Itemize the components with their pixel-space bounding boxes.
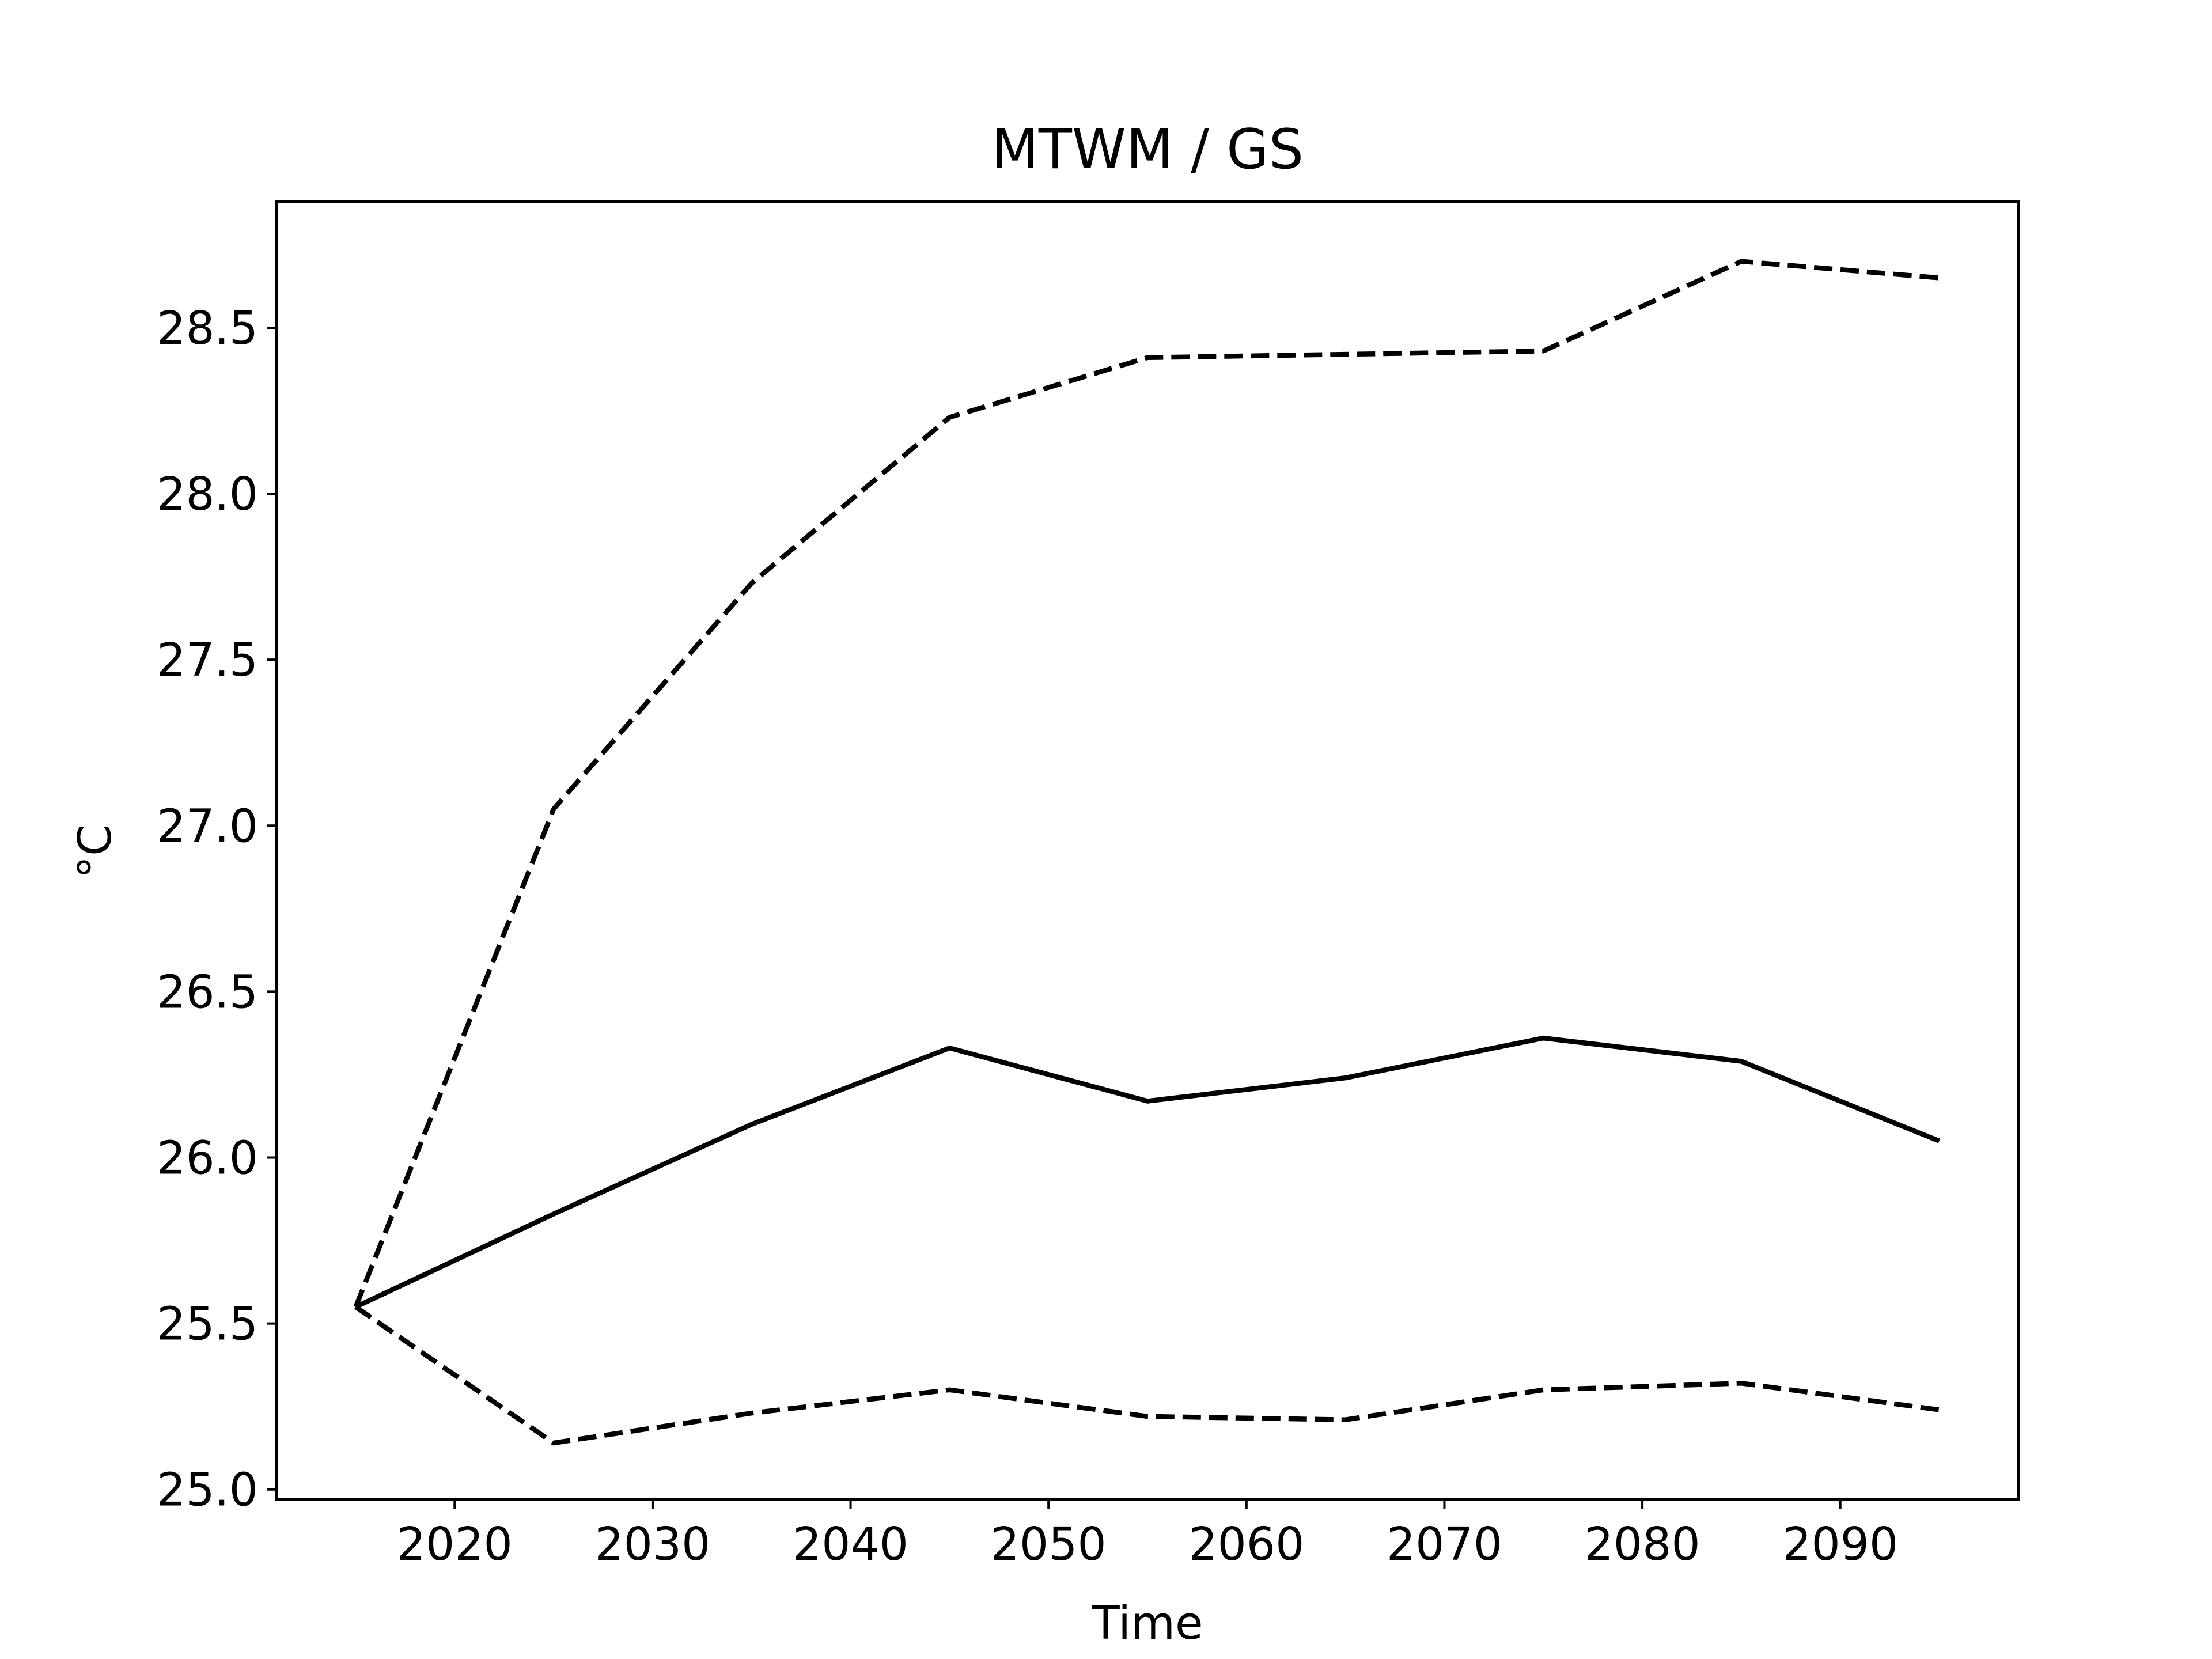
x-tick-label: 2030 (594, 1518, 710, 1571)
y-tick-label: 28.5 (157, 302, 258, 355)
y-tick-label: 26.5 (157, 965, 258, 1018)
x-tick-label: 2080 (1585, 1518, 1700, 1571)
chart-title: MTWM / GS (991, 118, 1304, 181)
y-tick-label: 27.5 (157, 634, 258, 687)
y-axis: 25.0 25.5 26.0 26.5 27.0 27.5 28.0 28.5 (157, 302, 276, 1517)
x-axis-label: Time (1091, 1597, 1203, 1650)
x-tick-label: 2050 (991, 1518, 1107, 1571)
y-tick-label: 26.0 (157, 1131, 258, 1184)
x-tick-label: 2070 (1387, 1518, 1502, 1571)
x-tick-label: 2060 (1188, 1518, 1304, 1571)
y-tick-label: 27.0 (157, 800, 258, 853)
series-layer (353, 259, 1941, 1446)
y-tick-label: 25.0 (157, 1464, 258, 1517)
x-tick-label: 2090 (1782, 1518, 1898, 1571)
series-line-median (354, 1035, 1941, 1309)
y-tick-label: 28.0 (157, 468, 258, 521)
y-axis-label: °C (69, 824, 122, 879)
series-line-upper (353, 259, 1940, 1308)
x-tick-label: 2020 (397, 1518, 513, 1571)
plot-frame (275, 200, 2020, 1501)
series-line-lower (354, 1305, 1940, 1446)
x-axis: 2020 2030 2040 2050 2060 2070 2080 2090 (397, 1499, 1898, 1571)
x-tick-label: 2040 (793, 1518, 908, 1571)
y-tick-label: 25.5 (157, 1298, 258, 1351)
